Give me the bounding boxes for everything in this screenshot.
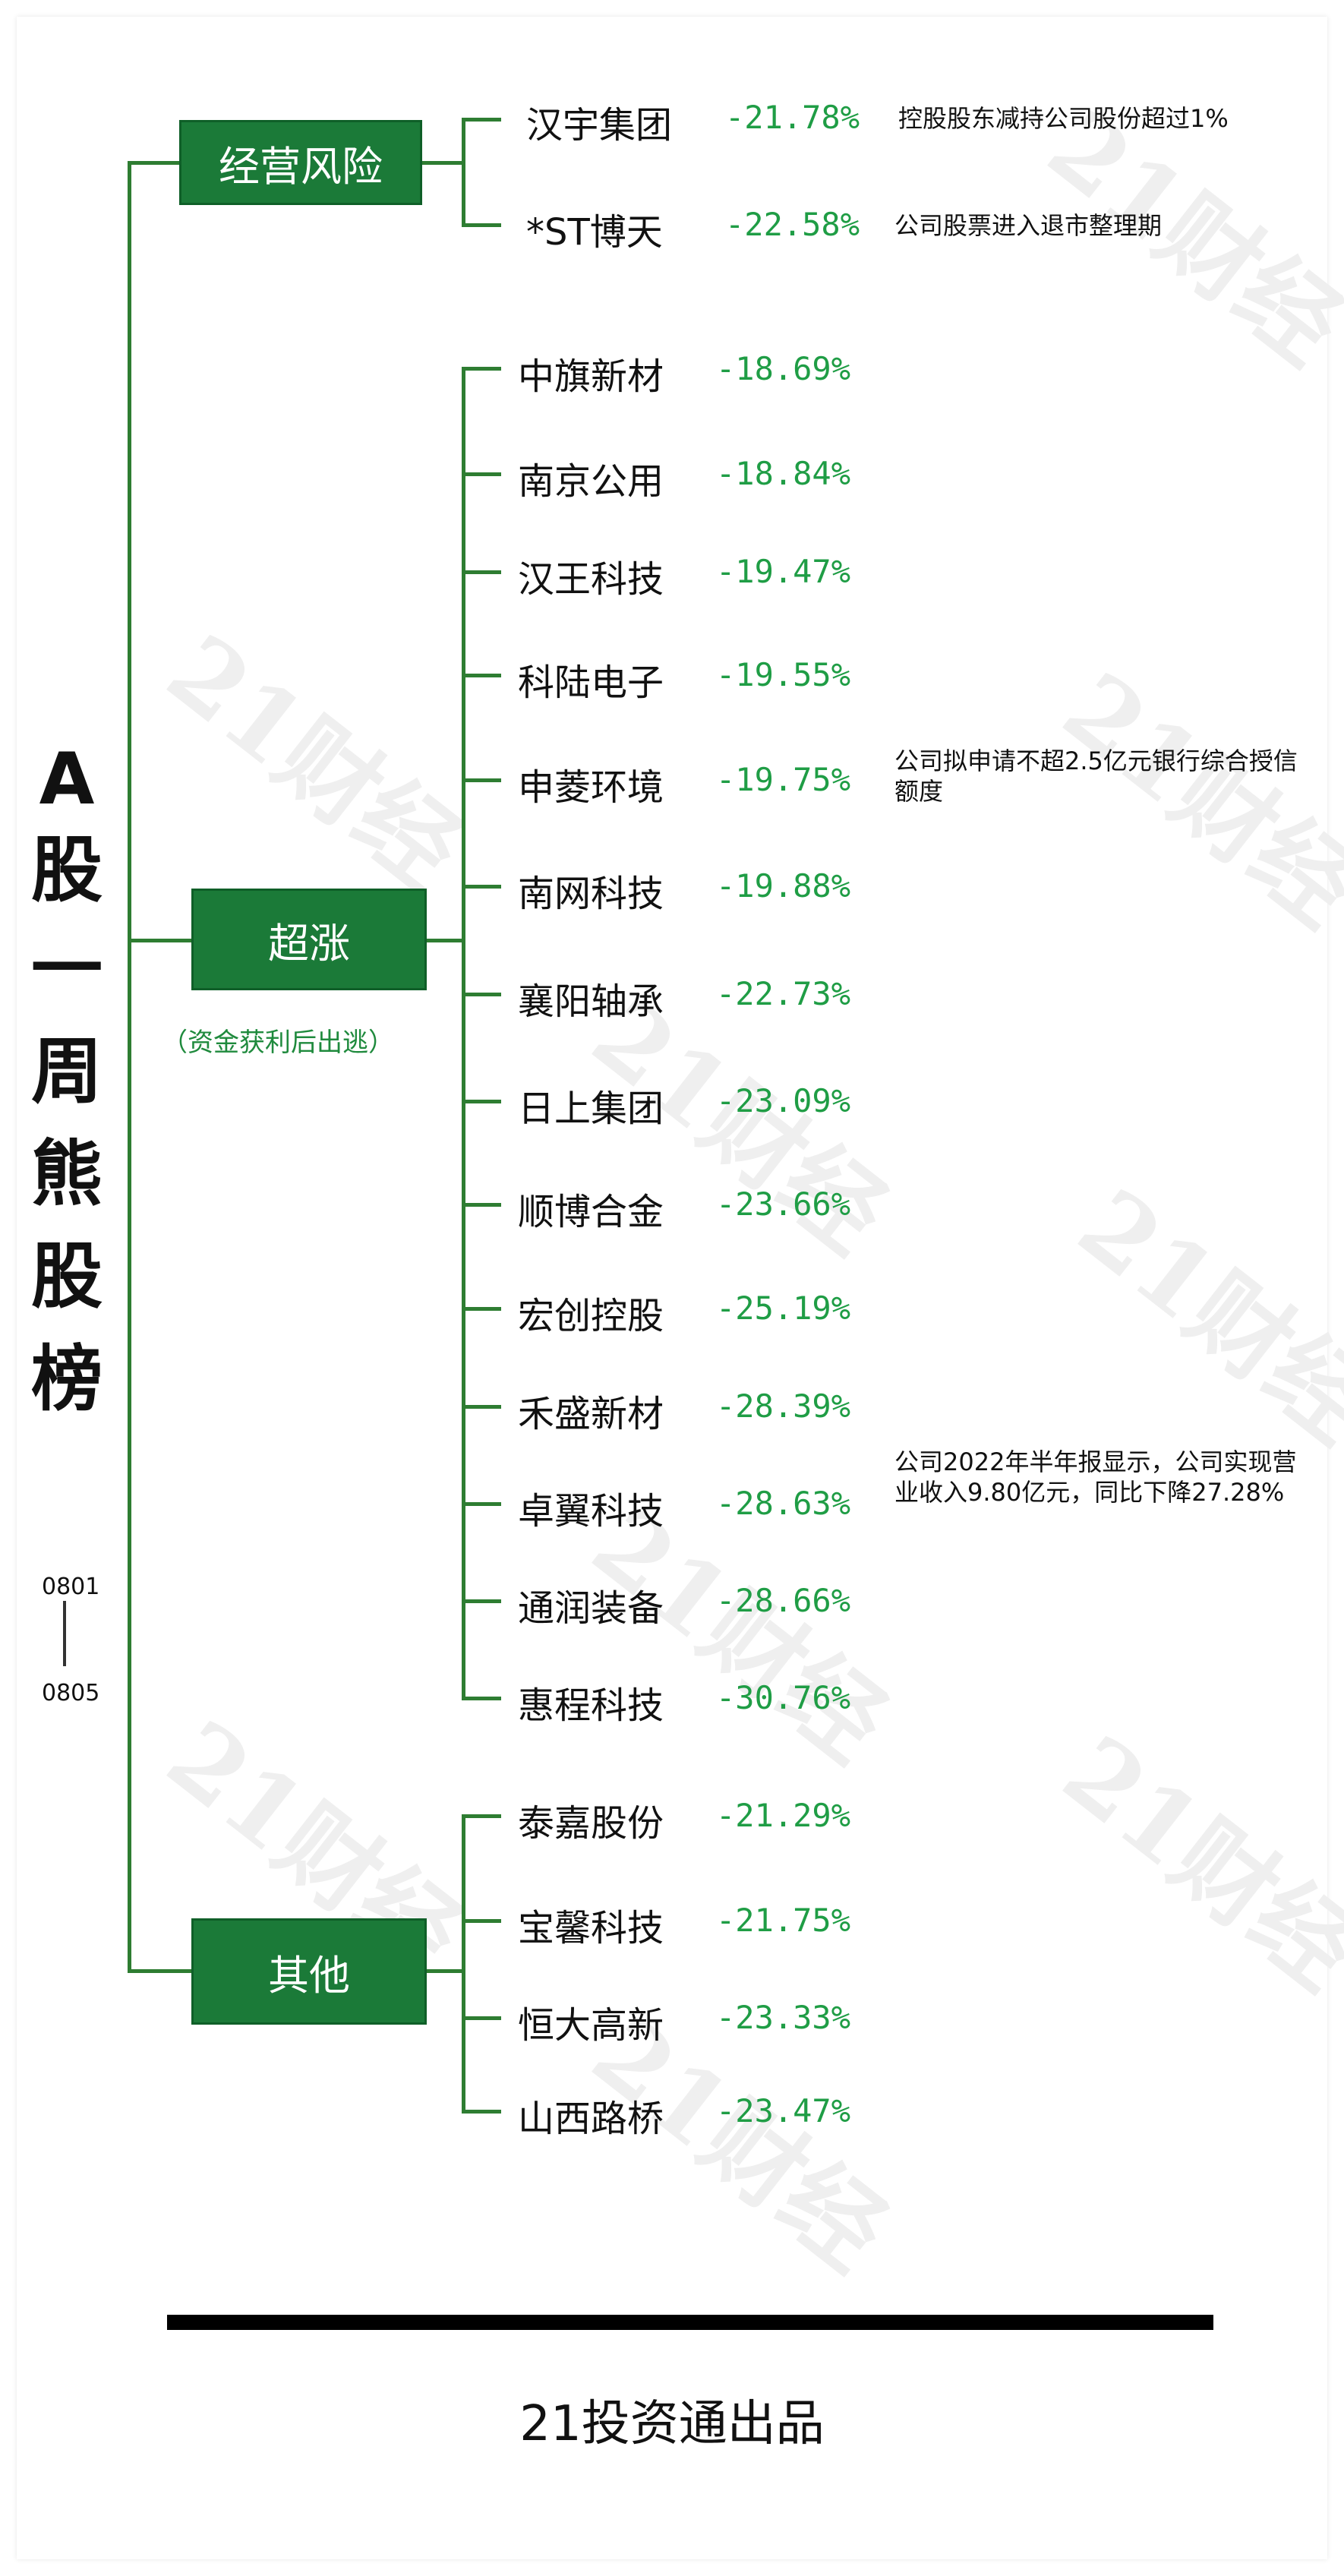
- item-connector: [462, 1697, 501, 1700]
- title-char: A: [39, 738, 95, 821]
- stock-change: -22.58%: [725, 206, 860, 243]
- stock-name: 山西路桥: [518, 2098, 664, 2140]
- trunk-branch: [128, 161, 181, 165]
- title-char: 周: [30, 1031, 103, 1113]
- title-char: 股: [30, 1236, 103, 1318]
- stock-name: *ST博天: [526, 211, 663, 254]
- category-overbought: 超涨: [191, 889, 427, 990]
- stock-name: 宝馨科技: [518, 1907, 664, 1949]
- date-to: 0805: [42, 1680, 100, 1706]
- stock-name: 汉宇集团: [526, 104, 673, 147]
- item-connector: [462, 1100, 501, 1103]
- item-connector: [462, 674, 501, 677]
- category-business-risk: 经营风险: [179, 120, 422, 205]
- branch-stem: [462, 367, 465, 1700]
- stock-name: 襄阳轴承: [518, 980, 664, 1023]
- stock-change: -21.78%: [725, 99, 860, 136]
- title-char: 榜: [30, 1338, 103, 1421]
- item-connector: [462, 885, 501, 889]
- stock-name: 顺博合金: [518, 1191, 664, 1233]
- stock-change: -23.66%: [716, 1185, 851, 1223]
- stock-name: 日上集团: [518, 1088, 664, 1130]
- item-connector: [462, 2110, 501, 2114]
- stock-change: -19.47%: [716, 553, 851, 590]
- stock-name: 汉王科技: [518, 558, 664, 601]
- stock-name: 禾盛新材: [518, 1393, 664, 1435]
- stock-change: -19.55%: [716, 656, 851, 693]
- item-connector: [462, 1502, 501, 1506]
- stock-change: -30.76%: [716, 1679, 851, 1716]
- item-connector: [462, 570, 501, 574]
- stock-note: 控股股东减持公司股份超过1%: [898, 104, 1229, 133]
- stock-name: 恒大高新: [518, 2004, 664, 2047]
- stock-name: 惠程科技: [518, 1684, 664, 1727]
- stock-change: -23.33%: [716, 1999, 851, 2036]
- item-connector: [462, 1919, 501, 1923]
- stock-name: 申菱环境: [518, 766, 664, 809]
- stock-change: -28.39%: [716, 1387, 851, 1425]
- branch-connector: [422, 161, 463, 165]
- tree-trunk: [128, 161, 131, 1971]
- stock-name: 卓翼科技: [518, 1490, 664, 1533]
- stock-change: -22.73%: [716, 975, 851, 1012]
- stock-note: 公司股票进入退市整理期: [894, 211, 1163, 240]
- stock-name: 宏创控股: [518, 1295, 664, 1337]
- stock-name: 中旗新材: [518, 355, 664, 398]
- item-connector: [462, 1405, 501, 1409]
- stock-change: -23.09%: [716, 1082, 851, 1119]
- footer-divider: [167, 2315, 1213, 2330]
- stock-name: 通润装备: [518, 1587, 664, 1630]
- branch-connector: [427, 939, 465, 942]
- item-connector: [462, 118, 501, 122]
- stock-change: -28.66%: [716, 1582, 851, 1619]
- trunk-branch: [128, 1969, 193, 1973]
- stock-change: -19.88%: [716, 867, 851, 904]
- item-connector: [462, 993, 501, 996]
- stock-name: 南网科技: [518, 873, 664, 915]
- stock-change: -21.29%: [716, 1797, 851, 1834]
- item-connector: [462, 1814, 501, 1818]
- branch-stem: [462, 118, 465, 227]
- category-other: 其他: [191, 1918, 427, 2025]
- stock-change: -21.75%: [716, 1902, 851, 1939]
- branch-connector: [427, 1969, 465, 1973]
- poster-canvas: [17, 17, 1327, 2559]
- stock-note: 公司拟申请不超2.5亿元银行综合授信额度: [894, 747, 1298, 806]
- stock-name: 泰嘉股份: [518, 1802, 664, 1845]
- item-connector: [462, 472, 501, 476]
- title-char: 熊: [30, 1133, 103, 1216]
- stock-name: 南京公用: [518, 460, 664, 503]
- category-sublabel: （资金获利后出逃）: [162, 1028, 394, 1058]
- stock-name: 科陆电子: [518, 661, 664, 704]
- title-char: 一: [30, 928, 103, 1011]
- stock-note: 公司2022年半年报显示，公司实现营业收入9.80亿元，同比下降27.28%: [894, 1447, 1297, 1507]
- item-connector: [462, 223, 501, 227]
- item-connector: [462, 1599, 501, 1603]
- date-divider: [63, 1601, 66, 1666]
- stock-change: -25.19%: [716, 1290, 851, 1327]
- footer-credit: 21投资通出品: [519, 2396, 825, 2452]
- item-connector: [462, 778, 501, 782]
- branch-stem: [462, 1814, 465, 2114]
- stock-change: -23.47%: [716, 2092, 851, 2129]
- date-from: 0801: [42, 1574, 100, 1600]
- stock-change: -28.63%: [716, 1485, 851, 1522]
- item-connector: [462, 1307, 501, 1311]
- item-connector: [462, 1203, 501, 1207]
- item-connector: [462, 367, 501, 371]
- item-connector: [462, 2016, 501, 2020]
- stock-change: -18.84%: [716, 455, 851, 492]
- title-char: 股: [30, 829, 103, 912]
- stock-change: -18.69%: [716, 350, 851, 387]
- trunk-branch: [128, 939, 193, 942]
- stock-change: -19.75%: [716, 761, 851, 798]
